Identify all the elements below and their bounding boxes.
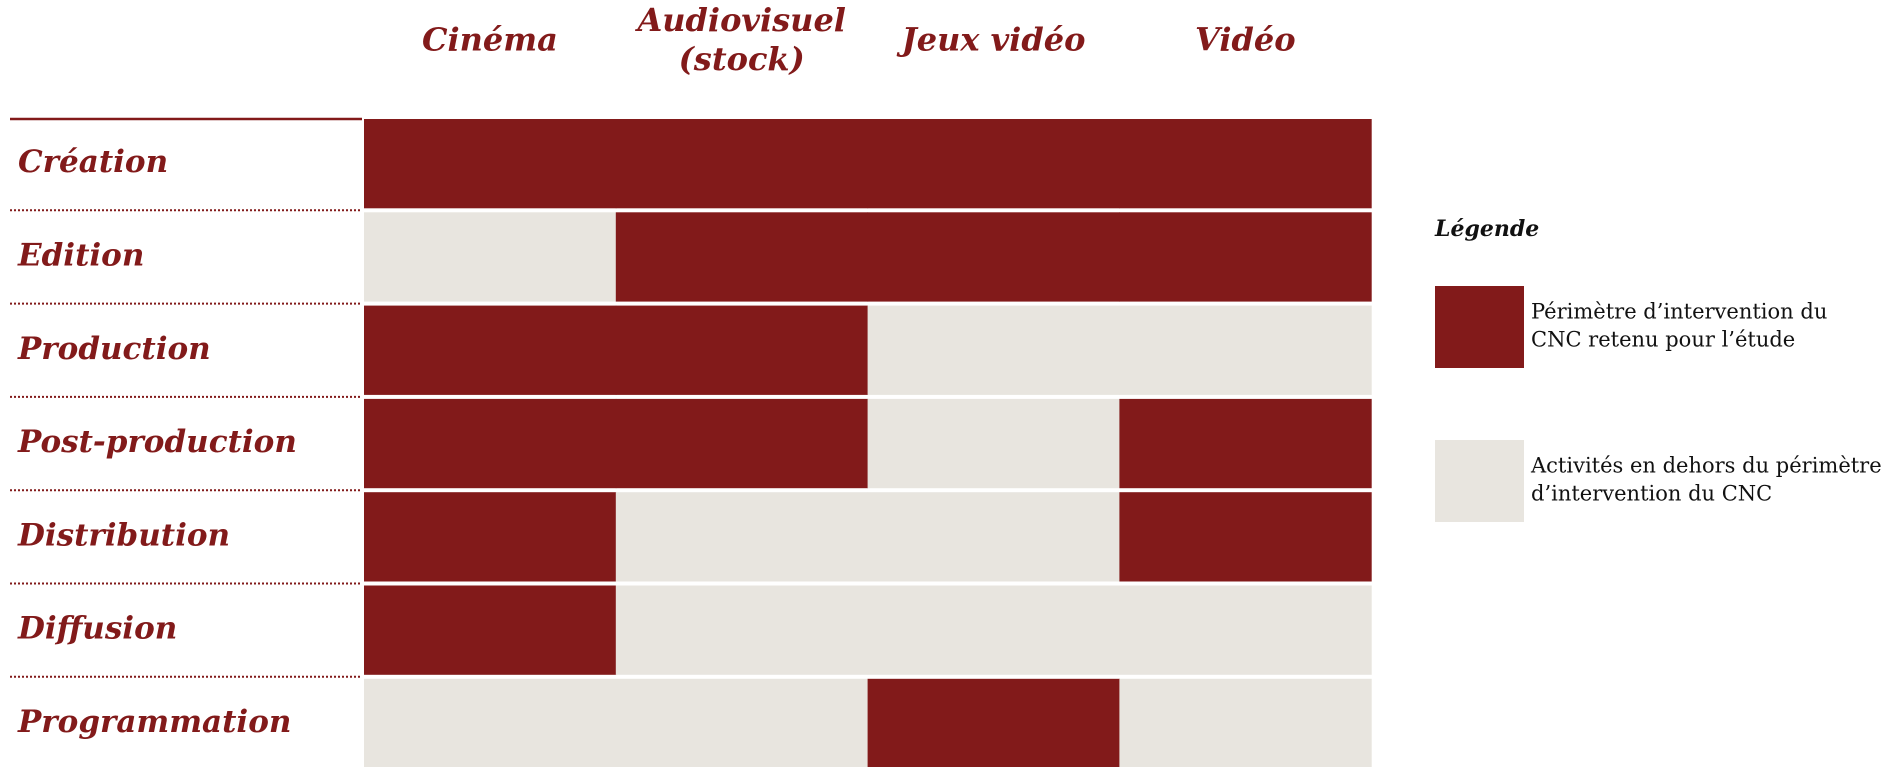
row-label: Création: [18, 144, 168, 180]
column-header: Jeux vidéo: [896, 21, 1086, 59]
row-label: Post-production: [17, 424, 297, 460]
cell: [615, 305, 869, 395]
cell: [1119, 398, 1372, 489]
cell: [1119, 492, 1372, 582]
cell: [867, 119, 1120, 209]
cell: [615, 678, 869, 767]
cell: [1119, 678, 1372, 767]
legend-swatch: [1435, 440, 1524, 522]
cell: [1119, 305, 1372, 395]
cell: [867, 398, 1120, 489]
cell: [867, 678, 1120, 767]
cell: [615, 585, 869, 675]
cell: [364, 212, 617, 302]
legend-title: Légende: [1434, 216, 1539, 242]
row-label: Edition: [17, 237, 144, 273]
legend-text: Périmètre d’intervention du: [1531, 300, 1827, 324]
cell: [615, 119, 869, 209]
cell: [867, 585, 1120, 675]
cell: [364, 585, 617, 675]
cell: [364, 305, 617, 395]
cell: [364, 398, 617, 489]
row-label: Production: [17, 331, 211, 367]
legend-text: CNC retenu pour l’étude: [1531, 328, 1795, 352]
cell: [1119, 212, 1372, 302]
column-header: Audiovisuel: [634, 1, 846, 39]
column-header: Vidéo: [1195, 21, 1296, 59]
row-label: Diffusion: [17, 611, 177, 647]
column-header: Cinéma: [422, 21, 558, 59]
legend-text: d’intervention du CNC: [1531, 482, 1772, 506]
cell: [867, 305, 1120, 395]
row-label: Distribution: [17, 517, 230, 553]
cell: [615, 398, 869, 489]
legend-text: Activités en dehors du périmètre: [1530, 454, 1882, 478]
cell: [615, 492, 869, 582]
cell: [1119, 119, 1372, 209]
cell: [1119, 585, 1372, 675]
cell: [867, 492, 1120, 582]
cell: [364, 492, 617, 582]
cell: [364, 678, 617, 767]
column-header: (stock): [679, 40, 805, 78]
legend-swatch: [1435, 286, 1524, 368]
cell: [867, 212, 1120, 302]
row-label: Programmation: [17, 704, 291, 740]
cell: [615, 212, 869, 302]
cell: [364, 119, 617, 209]
